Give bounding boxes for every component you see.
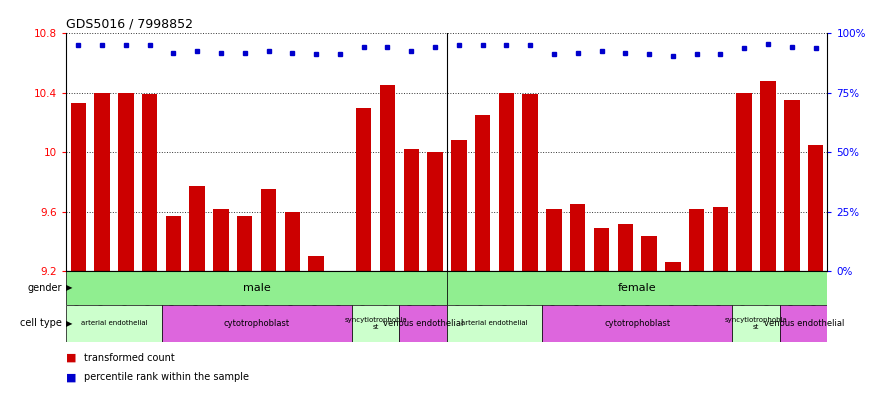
Text: male: male — [242, 283, 271, 293]
Bar — [165, 216, 181, 271]
Bar — [427, 152, 442, 271]
Bar — [352, 305, 399, 342]
Bar — [71, 103, 86, 271]
Bar — [380, 85, 396, 271]
Bar — [261, 189, 276, 271]
Bar — [780, 305, 827, 342]
Bar — [404, 149, 419, 271]
Bar — [666, 262, 681, 271]
Text: syncytiotrophobla
st: syncytiotrophobla st — [344, 317, 407, 330]
Text: arterial endothelial: arterial endothelial — [81, 320, 147, 326]
Text: cytotrophoblast: cytotrophoblast — [604, 319, 670, 328]
Text: cytotrophoblast: cytotrophoblast — [224, 319, 289, 328]
Bar — [356, 108, 372, 271]
Text: ▶: ▶ — [65, 319, 72, 328]
Bar — [594, 228, 609, 271]
Text: cell type: cell type — [20, 318, 62, 328]
Bar — [542, 305, 733, 342]
Text: ■: ■ — [66, 353, 77, 363]
Bar — [570, 204, 586, 271]
Text: percentile rank within the sample: percentile rank within the sample — [84, 372, 249, 382]
Text: transformed count: transformed count — [84, 353, 175, 363]
Bar — [66, 305, 161, 342]
Bar — [308, 256, 324, 271]
Text: gender: gender — [27, 283, 62, 293]
Bar — [189, 186, 205, 271]
Bar — [642, 235, 657, 271]
Bar — [118, 93, 134, 271]
Text: GDS5016 / 7998852: GDS5016 / 7998852 — [66, 18, 194, 31]
Bar — [475, 115, 490, 271]
Bar — [447, 271, 827, 305]
Text: arterial endothelial: arterial endothelial — [461, 320, 527, 326]
Text: ■: ■ — [66, 372, 77, 382]
Bar — [95, 93, 110, 271]
Text: female: female — [618, 283, 657, 293]
Text: venous endothelial: venous endothelial — [383, 319, 464, 328]
Bar — [736, 93, 752, 271]
Bar — [808, 145, 823, 271]
Bar — [546, 209, 562, 271]
Bar — [213, 209, 228, 271]
Bar — [784, 100, 799, 271]
Bar — [399, 305, 447, 342]
Bar — [447, 305, 543, 342]
Bar — [618, 224, 633, 271]
Bar — [689, 209, 704, 271]
Bar — [451, 140, 466, 271]
Bar — [712, 207, 728, 271]
Bar — [142, 94, 158, 271]
Text: ▶: ▶ — [65, 283, 72, 292]
Bar — [161, 305, 352, 342]
Bar — [498, 93, 514, 271]
Bar — [237, 216, 252, 271]
Bar — [760, 81, 776, 271]
Text: syncytiotrophobla
st: syncytiotrophobla st — [725, 317, 788, 330]
Bar — [522, 94, 538, 271]
Bar — [733, 305, 780, 342]
Text: venous endothelial: venous endothelial — [764, 319, 844, 328]
Bar — [285, 212, 300, 271]
Bar — [66, 271, 447, 305]
